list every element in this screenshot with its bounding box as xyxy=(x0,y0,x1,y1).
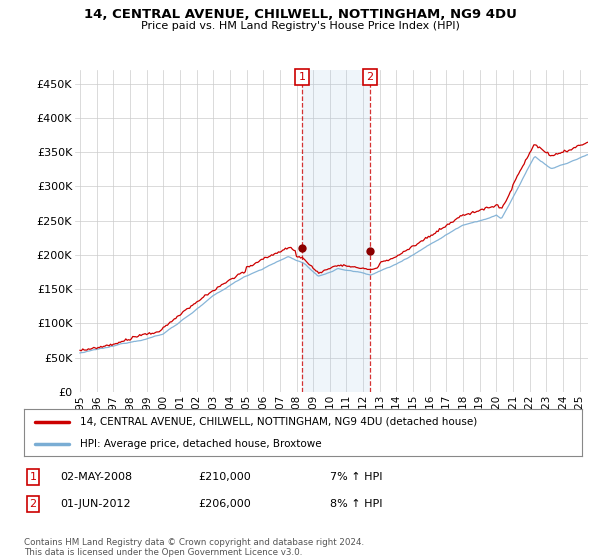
Text: 1: 1 xyxy=(299,72,305,82)
Text: 14, CENTRAL AVENUE, CHILWELL, NOTTINGHAM, NG9 4DU (detached house): 14, CENTRAL AVENUE, CHILWELL, NOTTINGHAM… xyxy=(80,417,477,427)
Text: HPI: Average price, detached house, Broxtowe: HPI: Average price, detached house, Brox… xyxy=(80,438,322,449)
Text: Price paid vs. HM Land Registry's House Price Index (HPI): Price paid vs. HM Land Registry's House … xyxy=(140,21,460,31)
Text: 2: 2 xyxy=(29,499,37,509)
Text: 14, CENTRAL AVENUE, CHILWELL, NOTTINGHAM, NG9 4DU: 14, CENTRAL AVENUE, CHILWELL, NOTTINGHAM… xyxy=(83,8,517,21)
Text: 01-JUN-2012: 01-JUN-2012 xyxy=(60,499,131,509)
Text: Contains HM Land Registry data © Crown copyright and database right 2024.
This d: Contains HM Land Registry data © Crown c… xyxy=(24,538,364,557)
Text: 7% ↑ HPI: 7% ↑ HPI xyxy=(330,472,383,482)
Text: £206,000: £206,000 xyxy=(198,499,251,509)
Bar xyxy=(302,70,370,392)
Text: 8% ↑ HPI: 8% ↑ HPI xyxy=(330,499,383,509)
Text: 02-MAY-2008: 02-MAY-2008 xyxy=(60,472,132,482)
Text: 2: 2 xyxy=(367,72,374,82)
Text: £210,000: £210,000 xyxy=(198,472,251,482)
Text: 1: 1 xyxy=(29,472,37,482)
